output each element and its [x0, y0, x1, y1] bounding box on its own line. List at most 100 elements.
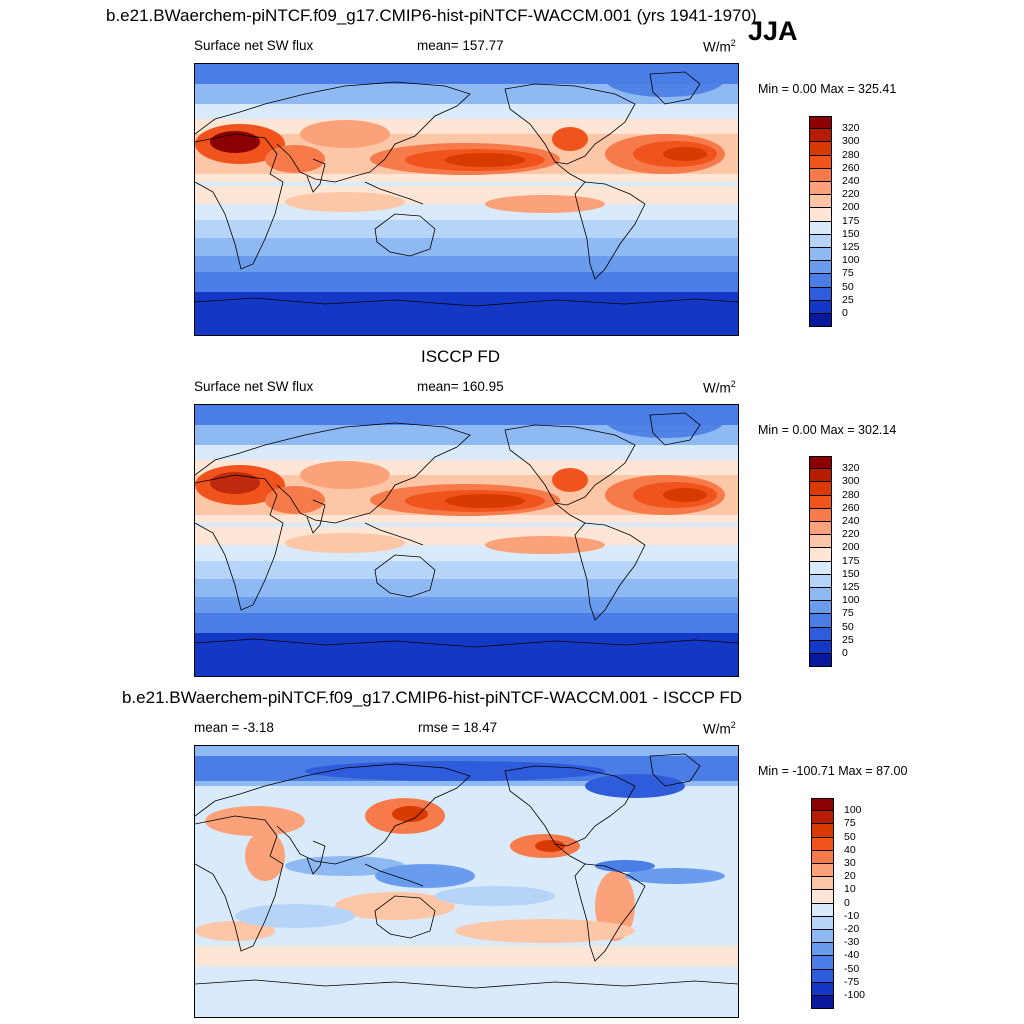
coastline	[504, 83, 636, 165]
colorbar2-swatch	[809, 548, 832, 562]
panel3-map	[194, 745, 739, 1018]
coastline	[306, 499, 326, 534]
coastline	[504, 765, 636, 847]
latitude-band	[195, 256, 738, 274]
field-contour	[445, 153, 525, 167]
field-contour	[285, 533, 405, 553]
colorbar1-tick-label: 260	[842, 161, 860, 174]
colorbar2-swatch	[809, 469, 832, 483]
coastline	[554, 843, 586, 865]
colorbar2-tick-label: 240	[842, 515, 860, 527]
season-label: JJA	[748, 16, 798, 46]
colorbar1-swatch	[809, 261, 832, 275]
colorbar1-tick-label: 280	[842, 148, 860, 161]
colorbar3-swatch	[811, 811, 834, 825]
colorbar3-swatch	[811, 837, 834, 851]
colorbar3-swatch	[811, 982, 834, 996]
colorbar2-swatch	[809, 654, 832, 668]
field-contour	[435, 886, 555, 906]
latitude-band	[195, 613, 738, 633]
latitude-band	[195, 182, 738, 186]
colorbar2-swatch	[809, 640, 832, 654]
colorbar3-tick-label: 0	[844, 896, 850, 909]
colorbar2-swatch	[809, 588, 832, 602]
colorbar2-swatch	[809, 495, 832, 509]
coastline	[554, 502, 586, 524]
panel1-mean-label: mean= 157.77	[417, 38, 504, 53]
colorbar1-swatch	[809, 314, 832, 328]
colorbar2-tick-label: 260	[842, 501, 860, 514]
panel3-units: W/m2	[703, 720, 736, 737]
colorbar2-tick-label: 50	[842, 620, 854, 633]
colorbar2-swatch	[809, 601, 832, 615]
colorbar1-tick-label: 175	[842, 214, 860, 227]
colorbar3-tick-label: -50	[844, 962, 860, 975]
colorbar3-swatch	[811, 956, 834, 970]
field-contour	[335, 892, 455, 920]
coastline	[574, 863, 646, 962]
coastline	[195, 474, 284, 611]
colorbar1-tick-label: 50	[842, 280, 854, 293]
field-contour	[552, 127, 588, 151]
colorbar3-tick-label: -30	[844, 936, 860, 949]
colorbar2-tick-label: 75	[842, 607, 854, 620]
colorbar3-tick-label: 20	[844, 870, 856, 883]
field-contour	[392, 806, 428, 822]
panel2-map	[194, 404, 739, 677]
colorbar1-swatch	[809, 208, 832, 222]
field-contour	[205, 806, 305, 836]
coastline	[374, 213, 436, 257]
colorbar1-swatch	[809, 248, 832, 262]
colorbar2-swatch	[809, 614, 832, 628]
colorbar2-tick-label: 150	[842, 567, 860, 580]
latitude-band	[195, 597, 738, 615]
colorbar3-swatch	[811, 996, 834, 1010]
colorbar1-tick-label: 125	[842, 241, 860, 253]
colorbar1-tick-label: 0	[842, 307, 848, 319]
colorbar3-swatch	[811, 798, 834, 812]
colorbar1-tick-label: 240	[842, 175, 860, 187]
colorbar1-tick-label: 150	[842, 227, 860, 240]
field-contour	[605, 405, 725, 438]
colorbar3-swatch	[811, 969, 834, 983]
panel2-mean-label: mean= 160.95	[417, 379, 504, 394]
latitude-band	[195, 515, 738, 550]
latitude-band	[195, 971, 738, 1017]
colorbar1-swatch	[809, 155, 832, 169]
field-contour	[195, 921, 275, 941]
colorbar2-swatch	[809, 627, 832, 641]
panel1-variable-label: Surface net SW flux	[194, 38, 314, 53]
colorbar3-swatch	[811, 890, 834, 904]
coastline	[649, 71, 701, 105]
colorbar3-tick-label: -20	[844, 923, 860, 935]
colorbar2-tick-label: 200	[842, 541, 860, 554]
colorbar3-tick-label: 30	[844, 857, 856, 869]
colorbar3-swatch	[811, 850, 834, 864]
coastline	[306, 840, 326, 875]
field-contour	[300, 461, 390, 489]
panel3-mean-label: mean = -3.18	[194, 720, 274, 735]
colorbar3-tick-label: 75	[844, 817, 856, 830]
field-contour	[552, 468, 588, 492]
field-contour	[663, 147, 707, 161]
panel2-stats: Min = 0.00 Max = 302.14	[758, 423, 897, 437]
colorbar1-swatch	[809, 195, 832, 209]
field-contour	[235, 904, 355, 928]
colorbar1-swatch	[809, 274, 832, 288]
colorbar1-swatch	[809, 300, 832, 314]
latitude-band	[195, 174, 738, 209]
colorbar3-tick-label: -10	[844, 909, 860, 922]
field-contour	[265, 145, 325, 173]
latitude-band	[195, 523, 738, 527]
field-contour	[595, 860, 655, 872]
colorbar2-tick-label: 100	[842, 594, 860, 607]
colorbar1-swatch	[809, 168, 832, 182]
colorbar2-swatch	[809, 508, 832, 522]
latitude-band	[195, 292, 738, 335]
colorbar3-swatch	[811, 877, 834, 891]
colorbar1-swatch	[809, 221, 832, 235]
colorbar2-tick-label: 125	[842, 581, 860, 593]
latitude-band	[195, 946, 738, 966]
colorbar3-swatch	[811, 824, 834, 838]
panel2-variable-label: Surface net SW flux	[194, 379, 314, 394]
